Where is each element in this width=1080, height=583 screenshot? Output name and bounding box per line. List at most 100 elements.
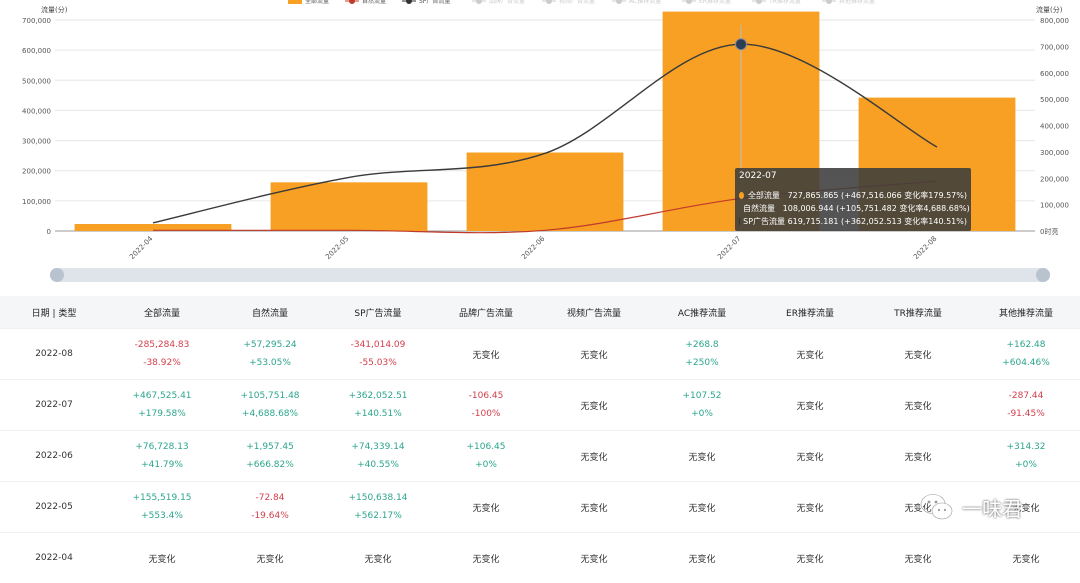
legend-item[interactable]: 自然流量 (345, 0, 386, 5)
no-change-text: 无变化 (796, 351, 823, 361)
legend-item[interactable]: 全部流量 (288, 0, 329, 5)
change-value: +467,525.41 (108, 387, 216, 405)
legend-label: TR推荐流量 (768, 0, 801, 5)
column-header[interactable]: 品牌广告流量 (432, 296, 540, 329)
value-cell: 无变化 (432, 482, 540, 533)
watermark-text: 一味君 (962, 493, 1022, 522)
no-change-text: 无变化 (796, 453, 823, 463)
value-cell: +1,957.45+666.82% (216, 431, 324, 482)
value-cell: 无变化 (756, 533, 864, 583)
change-percent: +140.51% (324, 405, 432, 423)
value-cell: -72.84-19.64% (216, 482, 324, 533)
change-value: +362,052.51 (324, 387, 432, 405)
legend-label: 其他推荐流量 (839, 0, 875, 5)
change-percent: +179.58% (108, 405, 216, 423)
value-cell: 无变化 (648, 533, 756, 583)
change-percent: +4,688.68% (216, 405, 324, 423)
legend-item[interactable]: SP广告流量 (402, 0, 450, 5)
value-cell: 无变化 (756, 482, 864, 533)
y-right-tick-label: 500,000 (1040, 96, 1069, 104)
change-percent: +41.79% (108, 456, 216, 474)
value-cell: 无变化 (540, 482, 648, 533)
slider-left-handle[interactable] (50, 268, 64, 282)
y-right-tick-label: 700,000 (1040, 43, 1069, 51)
legend-item[interactable]: 其他推荐流量 (822, 0, 875, 5)
y-right-axis-label: 流量(分) (1036, 5, 1063, 14)
change-value: +76,728.13 (108, 438, 216, 456)
chart-tooltip: 2022-07 全部流量 727,865.865 (+467,516.066 变… (735, 168, 971, 231)
column-header[interactable]: 全部流量 (108, 296, 216, 329)
legend-dot (686, 0, 692, 4)
table-body: 2022-08-285,284.83-38.92%+57,295.24+53.0… (0, 329, 1080, 583)
column-header[interactable]: ER推荐流量 (756, 296, 864, 329)
y-right-tick-label: 200,000 (1040, 175, 1069, 183)
no-change-text: 无变化 (580, 555, 607, 565)
bar-2022-06 (467, 153, 624, 231)
tooltip-label: SP广告流量 (743, 216, 785, 227)
hover-point-sp (736, 39, 747, 50)
change-percent: -55.03% (324, 354, 432, 372)
column-header[interactable]: 视频广告流量 (540, 296, 648, 329)
no-change-text: 无变化 (472, 351, 499, 361)
value-cell: +150,638.14+562.17% (324, 482, 432, 533)
legend-label: 全部流量 (305, 0, 329, 5)
y-right-tick-label: 100,000 (1040, 202, 1069, 210)
change-value: +268.8 (648, 336, 756, 354)
slider-right-handle[interactable] (1036, 268, 1050, 282)
change-percent: -38.92% (108, 354, 216, 372)
no-change-text: 无变化 (364, 555, 391, 565)
no-change-text: 无变化 (256, 555, 283, 565)
table-row: 2022-06+76,728.13+41.79%+1,957.45+666.82… (0, 431, 1080, 482)
legend-item[interactable]: AC推荐流量 (612, 0, 661, 5)
column-header[interactable]: 日期 | 类型 (0, 296, 108, 329)
change-percent: +604.46% (972, 354, 1080, 372)
tooltip-label: 自然流量 (743, 203, 775, 214)
tooltip-value: 108,006.944 (+105,751.482 变化率4,688.68%) (783, 203, 970, 214)
tooltip-row: 全部流量 727,865.865 (+467,516.066 变化率179.57… (739, 189, 967, 202)
change-percent: -19.64% (216, 507, 324, 525)
legend-dot (406, 0, 412, 4)
y-left-tick-label: 100,000 (22, 198, 51, 206)
value-cell: +268.8+250% (648, 329, 756, 380)
change-percent: +53.05% (216, 354, 324, 372)
y-right-tick-label: 800,000 (1040, 17, 1069, 25)
column-header[interactable]: SP广告流量 (324, 296, 432, 329)
value-cell: 无变化 (432, 329, 540, 380)
change-percent: +0% (648, 405, 756, 423)
value-cell: 无变化 (864, 380, 972, 431)
table-row: 2022-08-285,284.83-38.92%+57,295.24+53.0… (0, 329, 1080, 380)
date-cell: 2022-08 (0, 329, 108, 380)
no-change-text: 无变化 (580, 351, 607, 361)
column-header[interactable]: AC推荐流量 (648, 296, 756, 329)
no-change-text: 无变化 (796, 504, 823, 514)
value-cell: 无变化 (540, 329, 648, 380)
value-cell: +76,728.13+41.79% (108, 431, 216, 482)
legend-label: ER推荐流量 (699, 0, 731, 5)
legend-dot (476, 0, 482, 4)
legend-item[interactable]: 视频广告流量 (542, 0, 595, 5)
column-header[interactable]: 其他推荐流量 (972, 296, 1080, 329)
no-change-text: 无变化 (472, 555, 499, 565)
tooltip-title: 2022-07 (739, 171, 967, 181)
legend-item[interactable]: TR推荐流量 (752, 0, 801, 5)
change-value: +74,339.14 (324, 438, 432, 456)
value-cell: +362,052.51+140.51% (324, 380, 432, 431)
legend-item[interactable]: ER推荐流量 (682, 0, 731, 5)
tooltip-value: 619,715.181 (+362,052.513 变化率140.51%) (788, 216, 967, 227)
legend-label: 视频广告流量 (559, 0, 595, 5)
no-change-text: 无变化 (148, 555, 175, 565)
change-value: -341,014.09 (324, 336, 432, 354)
y-right-tick-label: 600,000 (1040, 70, 1069, 78)
value-cell: -341,014.09-55.03% (324, 329, 432, 380)
value-cell: -285,284.83-38.92% (108, 329, 216, 380)
column-header[interactable]: TR推荐流量 (864, 296, 972, 329)
column-header[interactable]: 自然流量 (216, 296, 324, 329)
value-cell: 无变化 (540, 380, 648, 431)
chart-zoom-slider[interactable] (50, 268, 1050, 282)
value-cell: 无变化 (756, 380, 864, 431)
change-percent: +40.55% (324, 456, 432, 474)
legend-item[interactable]: 品牌广告流量 (472, 0, 525, 5)
wechat-icon (920, 493, 954, 521)
change-value: -285,284.83 (108, 336, 216, 354)
legend-dot (616, 0, 622, 4)
